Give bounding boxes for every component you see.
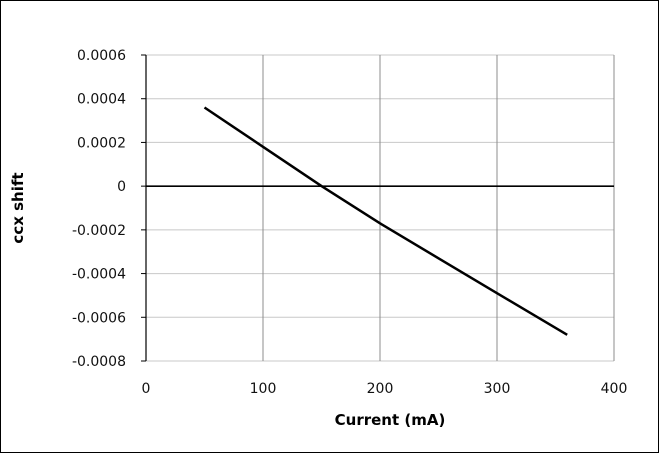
y-tick-label: 0.0006 <box>77 48 126 64</box>
y-axis-title: ccx shift <box>9 172 27 243</box>
series-line <box>203 106 568 336</box>
y-tick-label: -0.0006 <box>72 310 126 326</box>
x-tick-label: 200 <box>367 381 394 397</box>
grid-layer <box>146 54 615 362</box>
y-tick-label: -0.0008 <box>72 354 126 370</box>
x-tick-label: 400 <box>601 381 628 397</box>
x-tick-label: 0 <box>142 381 151 397</box>
y-tick-label: -0.0002 <box>72 223 126 239</box>
x-tick-label: 100 <box>250 381 277 397</box>
tick-labels: 0.0006 0.0004 0.0002 0 -0.0002 -0.0004 -0.0006… <box>72 48 627 397</box>
x-tick-label: 300 <box>484 381 511 397</box>
x-axis-title: Current (mA) <box>335 411 446 429</box>
series-layer <box>203 106 568 336</box>
y-tick-label: 0.0002 <box>77 135 126 151</box>
axes-layer <box>141 54 614 362</box>
y-tick-label: 0 <box>117 179 126 195</box>
y-tick-label: 0.0004 <box>77 92 126 108</box>
y-tick-label: -0.0004 <box>72 267 126 283</box>
